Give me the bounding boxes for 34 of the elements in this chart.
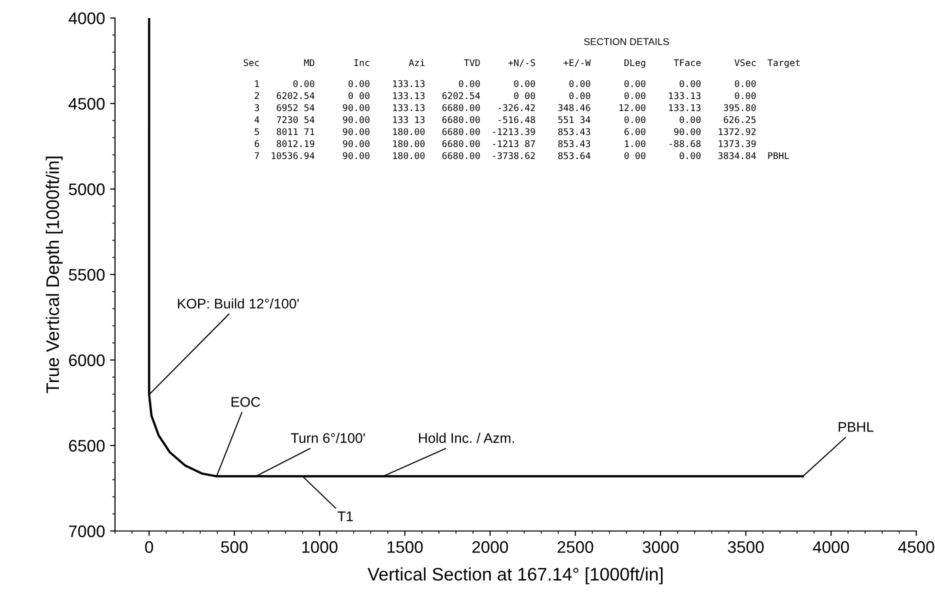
annotation: 1 0.00 0.00 133.13 0.00 0.00 0.00 0.00 0.00 0.00 — [255, 80, 756, 88]
x-tick-label: 3000 — [642, 541, 678, 553]
annotation: Turn 6°/100' — [290, 432, 365, 443]
y-tick-label: 5000 — [68, 183, 105, 196]
y-tick-label: 4000 — [68, 12, 105, 24]
x-tick-label: 2000 — [472, 541, 508, 553]
annotation: Sec MD Inc Azi TVD +N/-S +E/-W DLeg TFace VSec Target — [244, 59, 800, 68]
annotation: 2 6202.54 0 00 133.13 6202.54 0 00 0.00 0.00 133.13 0.00 — [254, 92, 756, 100]
x-tick-label: 500 — [221, 541, 248, 553]
annotation: PBHL — [838, 422, 874, 432]
annotation: T1 — [338, 512, 353, 522]
x-tick-label: 2500 — [558, 541, 594, 553]
annotation: Hold Inc. / Azm. — [419, 432, 514, 443]
annotation: 7 10536.94 90.00 180.00 6680.00 -3738.62 853.64 0 00 0.00 3834.84 PBHL — [254, 152, 790, 160]
annotation: 5 8011 71 90.00 180.00 6680.00 -1213.39 853.43 6.00 90.00 1372.92 — [254, 128, 756, 136]
annotation: 4 7230 54 90.00 133 13 6680.00 -516.48 551 34 0.00 0.00 626.25 — [254, 116, 756, 124]
x-axis-title: Vertical Section at 167.14° [1000ft/in] — [368, 567, 663, 584]
y-tick-label: 5500 — [68, 268, 105, 281]
y-tick-label: 6500 — [69, 440, 105, 452]
x-tick-label: 1500 — [388, 541, 423, 553]
annotation: 3 6952 54 90.00 133.13 6680.00 -326.42 348.46 12.00 133.13 395.80 — [254, 104, 756, 112]
x-tick-label: 4500 — [898, 541, 934, 553]
y-tick-label: 7000 — [69, 525, 105, 538]
y-axis-title: True Vertical Depth [1000ft/in] — [46, 156, 63, 394]
y-tick-label: 4500 — [68, 98, 105, 110]
y-tick-label: 6000 — [69, 354, 105, 366]
x-tick-label: 3500 — [728, 541, 764, 553]
annotation: SECTION DETAILS — [584, 38, 669, 46]
annotation: 6 8012.19 90.00 180.00 6680.00 -1213 87 853.43 1.00 -88.68 1373.39 — [254, 140, 756, 148]
x-tick-label: 0 — [145, 541, 154, 553]
x-tick-label: 4000 — [812, 541, 849, 553]
annotation: KOP: Build 12°/100' — [178, 298, 299, 309]
x-tick-label: 1000 — [302, 541, 338, 553]
annotation: EOC — [232, 397, 260, 407]
